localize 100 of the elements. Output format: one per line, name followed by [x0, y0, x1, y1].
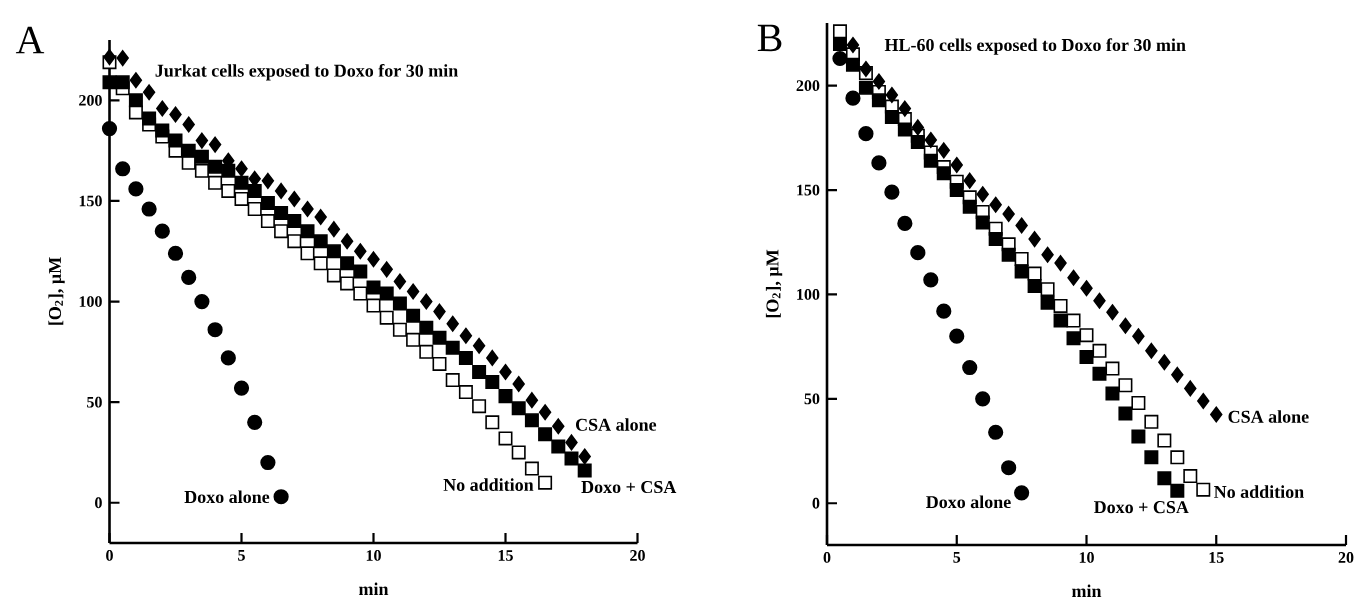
point — [949, 183, 964, 198]
y-tick-label: 100 — [79, 296, 102, 307]
point — [1132, 328, 1145, 345]
point — [301, 201, 314, 218]
point — [142, 84, 156, 101]
point — [1145, 342, 1158, 359]
point — [872, 73, 886, 90]
point — [194, 293, 210, 310]
point — [115, 161, 131, 177]
point — [129, 72, 143, 89]
point — [1157, 433, 1172, 448]
point — [327, 221, 341, 238]
series-label: CSA alone — [575, 418, 657, 431]
point — [326, 268, 341, 283]
point — [367, 251, 380, 268]
point — [406, 308, 421, 323]
series-label: Doxo alone — [184, 490, 270, 504]
point — [1197, 392, 1210, 409]
point — [168, 133, 183, 148]
text: Jurkat cells exposed to Doxo for 30 min — [155, 63, 458, 81]
point — [845, 57, 860, 72]
point — [524, 413, 539, 428]
point — [897, 122, 912, 137]
x-tick-label: 5 — [238, 550, 245, 561]
point — [1131, 396, 1146, 411]
point — [392, 296, 407, 311]
point — [1118, 406, 1133, 421]
point — [287, 214, 302, 229]
point — [300, 246, 315, 261]
point — [458, 350, 473, 365]
point — [975, 215, 990, 230]
point — [832, 36, 847, 51]
point — [156, 100, 169, 117]
point — [976, 186, 989, 203]
point — [379, 310, 394, 325]
point — [366, 280, 381, 295]
point — [485, 415, 500, 430]
x-tick-label: 15 — [498, 550, 513, 561]
point — [498, 389, 513, 404]
point — [128, 181, 144, 197]
point — [511, 401, 526, 416]
point — [233, 380, 250, 396]
point — [845, 90, 861, 106]
point — [195, 132, 209, 149]
point — [1170, 450, 1185, 465]
point — [1080, 280, 1093, 297]
x-tick-label: 20 — [630, 550, 645, 561]
point — [260, 214, 275, 229]
y-tick-label: 200 — [79, 94, 102, 106]
text: HL-60 cells exposed to Doxo for 30 min — [884, 38, 1186, 55]
x-tick-label: 10 — [1079, 552, 1094, 563]
point — [1001, 247, 1016, 262]
point — [1053, 313, 1068, 328]
point — [910, 135, 925, 150]
point — [208, 159, 223, 174]
point — [102, 75, 117, 90]
point — [1105, 386, 1120, 401]
point — [194, 163, 209, 178]
y-tick-label: 50 — [804, 393, 820, 405]
point — [326, 244, 341, 259]
point — [458, 385, 473, 400]
point — [313, 256, 328, 271]
point — [446, 315, 459, 332]
series-label: Doxo alone — [926, 495, 1011, 509]
point — [101, 120, 118, 137]
point — [234, 175, 249, 190]
point — [221, 183, 236, 198]
point — [207, 322, 223, 338]
y-tick-label: 150 — [79, 195, 102, 207]
point — [169, 106, 182, 123]
point — [1131, 429, 1146, 444]
point — [538, 404, 552, 421]
point — [962, 359, 978, 376]
y-tick-label: 0 — [95, 497, 102, 509]
x-tick-label: 20 — [1338, 552, 1354, 563]
x-tick-label: 5 — [953, 552, 961, 563]
point — [1170, 483, 1185, 498]
point — [247, 202, 262, 217]
series-label: CSA alone — [1228, 410, 1309, 423]
point — [1001, 460, 1017, 476]
point — [274, 182, 288, 199]
x-axis-title: min — [358, 582, 389, 596]
point — [314, 209, 327, 226]
point — [525, 392, 539, 409]
text: B — [757, 24, 782, 52]
point — [300, 224, 315, 239]
point — [988, 424, 1004, 440]
point — [897, 215, 913, 232]
point — [1183, 469, 1198, 484]
point — [871, 155, 887, 171]
point — [340, 256, 355, 271]
y-tick-label: 200 — [796, 80, 820, 92]
point — [1196, 482, 1211, 497]
point — [432, 356, 447, 371]
point — [116, 50, 129, 67]
point — [1105, 361, 1120, 376]
point — [832, 50, 848, 67]
point — [1027, 279, 1042, 294]
point — [379, 286, 394, 301]
point — [858, 126, 874, 142]
